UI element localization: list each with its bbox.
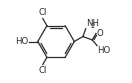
Text: HO: HO bbox=[98, 46, 111, 55]
Text: 2: 2 bbox=[91, 23, 95, 29]
Text: NH: NH bbox=[86, 19, 99, 28]
Text: Cl: Cl bbox=[39, 8, 47, 17]
Text: HO: HO bbox=[16, 37, 29, 46]
Text: Cl: Cl bbox=[39, 66, 47, 75]
Text: O: O bbox=[96, 29, 103, 38]
